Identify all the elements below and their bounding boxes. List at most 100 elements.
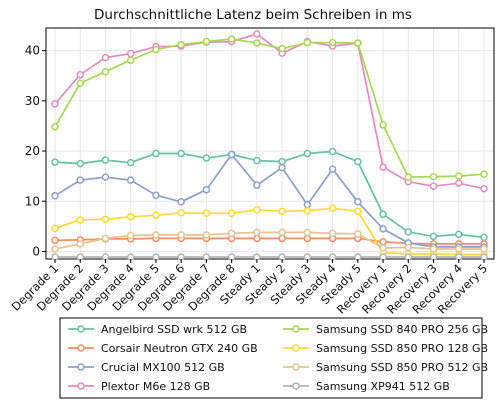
data-point	[480, 184, 488, 193]
data-point	[76, 79, 84, 87]
chart-title: Durchschnittliche Latenz beim Schreiben …	[94, 7, 412, 23]
y-tick-label: 0	[32, 244, 40, 258]
data-point	[101, 173, 110, 181]
data-point	[202, 154, 211, 162]
series-line	[54, 33, 485, 190]
data-point	[379, 163, 387, 171]
data-point	[126, 176, 135, 184]
data-point	[455, 230, 463, 239]
data-point	[278, 234, 286, 243]
series-line	[54, 207, 484, 256]
y-tick-label: 40	[25, 44, 40, 58]
data-point	[303, 201, 312, 209]
series-line	[54, 38, 485, 178]
series-line	[54, 150, 485, 239]
data-point	[429, 172, 438, 181]
y-tick-label: 10	[25, 194, 40, 208]
data-point	[328, 38, 337, 47]
legend-item: Angelbird SSD wrk 512 GB	[68, 323, 247, 336]
plot-area	[45, 27, 495, 260]
data-point	[51, 236, 59, 245]
data-point	[101, 156, 110, 164]
data-point	[253, 39, 261, 47]
data-point	[480, 170, 488, 178]
legend-label: Samsung SSD 850 PRO 512 GB	[316, 361, 488, 374]
legend-swatch-marker	[77, 382, 85, 390]
data-point	[227, 35, 236, 43]
data-point	[253, 206, 261, 214]
data-point	[278, 163, 286, 172]
data-point	[303, 207, 312, 215]
data-point	[51, 224, 59, 233]
legend-item: Samsung SSD 850 PRO 512 GB	[283, 361, 488, 374]
data-point	[152, 191, 160, 199]
data-point	[177, 209, 185, 217]
y-tick-label: 30	[25, 94, 40, 108]
data-point	[76, 240, 84, 248]
data-point	[278, 44, 286, 53]
data-point	[328, 229, 337, 238]
data-point	[303, 38, 312, 47]
legend-box	[59, 317, 483, 399]
data-point	[379, 210, 387, 219]
data-point	[379, 244, 387, 252]
legend-swatch-marker	[292, 363, 300, 371]
data-point	[379, 121, 387, 129]
data-point	[51, 191, 59, 200]
legend-swatch-marker	[292, 382, 300, 390]
data-point	[303, 228, 312, 237]
data-point	[455, 172, 463, 180]
data-point	[429, 232, 438, 241]
data-point	[177, 231, 185, 239]
data-point	[101, 234, 110, 243]
legend-item: Plextor M6e 128 GB	[68, 380, 210, 393]
data-point	[354, 207, 362, 216]
data-point	[278, 228, 286, 237]
data-point	[126, 56, 135, 64]
legend-swatch-marker	[292, 344, 300, 352]
data-point	[51, 245, 59, 253]
data-point	[126, 231, 135, 240]
data-point	[404, 228, 413, 236]
data-point	[404, 243, 413, 252]
data-point	[177, 40, 185, 49]
data-point	[354, 157, 362, 166]
data-point	[227, 209, 236, 218]
series-line	[54, 231, 484, 250]
series	[51, 228, 488, 253]
legend-label: Crucial MX100 512 GB	[101, 361, 225, 374]
data-point	[354, 198, 362, 206]
legend-swatch-marker	[77, 344, 85, 352]
legend-item: Crucial MX100 512 GB	[68, 361, 225, 374]
legend-label: Angelbird SSD wrk 512 GB	[101, 323, 247, 336]
legend-label: Corsair Neutron GTX 240 GB	[101, 342, 258, 355]
data-point	[354, 39, 362, 47]
data-point	[126, 49, 135, 58]
data-point	[202, 209, 211, 218]
data-point	[455, 245, 463, 253]
data-point	[303, 149, 312, 158]
data-point	[253, 30, 261, 38]
data-point	[202, 231, 211, 239]
series-layer	[51, 30, 488, 261]
data-point	[152, 45, 160, 54]
legend-item: Corsair Neutron GTX 240 GB	[68, 342, 258, 355]
data-point	[480, 233, 488, 242]
legend-item: Samsung SSD 850 PRO 128 GB	[283, 342, 488, 355]
grid	[46, 28, 494, 259]
data-point	[51, 158, 59, 166]
legend-swatch-marker	[77, 325, 85, 333]
series	[51, 204, 488, 259]
data-point	[51, 100, 59, 108]
data-point	[404, 173, 413, 181]
data-point	[177, 149, 185, 158]
data-point	[202, 185, 211, 194]
data-point	[303, 234, 312, 243]
legend-label: Samsung XP941 512 GB	[316, 380, 450, 393]
data-point	[126, 158, 135, 167]
data-point	[429, 245, 438, 253]
data-point	[480, 245, 488, 253]
data-point	[328, 204, 337, 213]
